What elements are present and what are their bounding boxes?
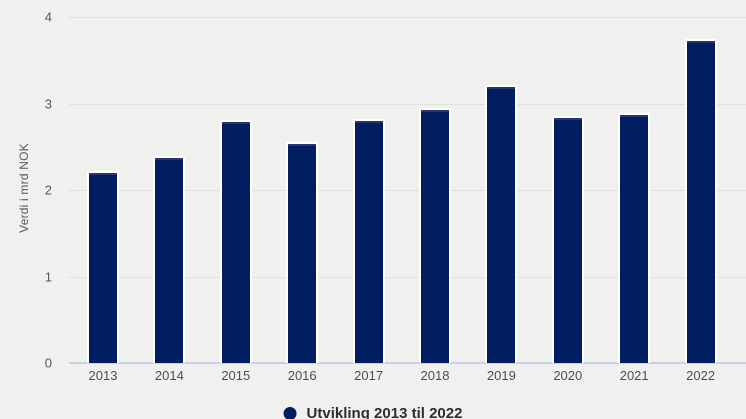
bar-2016[interactable]: [286, 141, 319, 363]
y-tick-label-3: 3: [44, 96, 52, 111]
bar-2022[interactable]: [684, 38, 717, 363]
legend-marker-icon: [283, 407, 297, 419]
bar-2021[interactable]: [618, 113, 651, 363]
y-tick-label-0: 0: [44, 355, 52, 371]
gridline-1: [69, 276, 746, 278]
bar-2018[interactable]: [419, 107, 451, 363]
x-tick-label-2021: 2021: [619, 368, 649, 383]
x-tick-label-2014: 2014: [154, 368, 184, 383]
gridline-2: [69, 190, 746, 191]
y-tick-label-2: 2: [44, 182, 52, 198]
x-tick-label-2018: 2018: [420, 368, 450, 383]
x-tick-label-2016: 2016: [287, 368, 317, 383]
x-axis-line: [69, 362, 746, 364]
bar-2015[interactable]: [219, 119, 252, 363]
x-tick-label-2022: 2022: [686, 368, 716, 383]
bar-2017[interactable]: [352, 119, 385, 363]
legend: Utvikling 2013 til 2022: [283, 405, 463, 419]
bar-2020[interactable]: [551, 115, 584, 363]
legend-label: Utvikling 2013 til 2022: [306, 405, 463, 419]
y-tick-label-1: 1: [44, 269, 52, 284]
x-tick-label-2013: 2013: [88, 368, 118, 383]
gridline-3: [69, 103, 746, 105]
bar-2013[interactable]: [87, 170, 119, 363]
bar-2019[interactable]: [485, 85, 518, 363]
x-tick-label-2019: 2019: [486, 368, 516, 383]
x-tick-label-2017: 2017: [354, 368, 384, 383]
x-tick-label-2020: 2020: [553, 368, 583, 383]
y-tick-label-4: 4: [44, 9, 52, 25]
gridline-4: [69, 17, 746, 18]
bar-2014[interactable]: [153, 156, 186, 363]
x-tick-label-2015: 2015: [221, 368, 251, 383]
